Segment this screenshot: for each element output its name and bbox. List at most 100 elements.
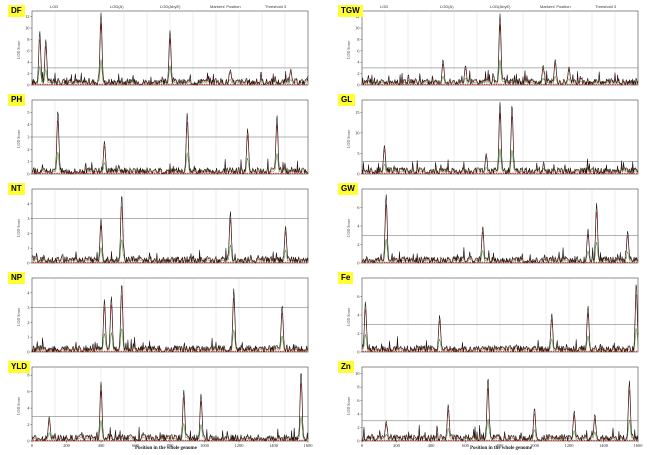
y-tick-label: 6: [357, 398, 360, 403]
chart-panel-gl: 0 5 10 15 LOD Score GL: [338, 92, 640, 179]
trait-label: TGW: [338, 5, 363, 17]
chart-svg: 0 1 2 3 4: [27, 277, 309, 355]
legend-item: LOD(A): [440, 4, 454, 9]
x-tick-label: 200: [393, 443, 401, 448]
legend-item: Markers' Position: [210, 4, 241, 9]
chart-panel-yld: 0 2 4 6 8 0 200 400 600 800 1000 1200 1400 1600 LOD Sc…: [8, 359, 313, 448]
y-tick-label: 0: [357, 83, 360, 88]
y-tick-label: 4: [27, 201, 30, 206]
y-axis-title: LOD Score: [346, 218, 351, 237]
chart-panel-fe: 0 2 4 6 LOD Score Fe: [338, 270, 640, 357]
y-tick-label: 6: [27, 48, 30, 53]
chart-svg: 0 2 4 6: [357, 188, 639, 266]
x-tick-label: 1400: [269, 443, 279, 448]
y-axis-title: LOD Score: [16, 218, 21, 237]
trait-label: GL: [338, 94, 356, 106]
trait-label: GW: [338, 183, 358, 195]
chart-panel-zn: 0 2 4 6 8 10 0 200 400 600 800 1000 1200 1400 1600 LOD …: [338, 359, 643, 448]
legend-item: LOD(AbyE): [490, 4, 511, 9]
chart-svg: 0 1 2 3 4: [27, 188, 309, 266]
series-lod: [361, 284, 639, 353]
x-tick-label: 1000: [200, 443, 210, 448]
legend-item: Threshold 3: [595, 4, 617, 9]
x-tick-label: 400: [98, 443, 106, 448]
x-tick-label: 600: [462, 443, 470, 448]
chart-panel-ph: 0 1 2 3 4 5 LOD Score PH: [8, 92, 310, 179]
series-lod-abye: [31, 59, 309, 86]
y-tick-label: 2: [27, 71, 29, 76]
trait-label: NP: [8, 272, 26, 284]
y-axis-title: LOD Score: [16, 307, 21, 326]
y-tick-label: 1: [27, 246, 29, 251]
chart-svg: 0 2 4 6 8 10 0 200 400 600 800 1000 1200 1400 1600: [355, 366, 643, 448]
y-tick-label: 4: [27, 122, 30, 127]
y-tick-label: 15: [355, 110, 360, 115]
series-lod: [361, 102, 639, 175]
chart-panel-gw: 0 2 4 6 LOD Score GW: [338, 181, 640, 268]
y-axis-title: LOD Score: [16, 129, 21, 148]
series-lod: [31, 12, 309, 86]
y-tick-label: 2: [27, 231, 29, 236]
trait-label: YLD: [8, 361, 30, 373]
chart-svg: 0 2 4 6: [357, 277, 639, 355]
y-tick-label: 1: [27, 159, 29, 164]
y-tick-label: 10: [355, 26, 360, 31]
y-tick-label: 10: [355, 371, 360, 376]
x-tick-label: 1200: [235, 443, 245, 448]
y-tick-label: 4: [357, 412, 360, 417]
y-axis-title: LOD Score: [346, 396, 351, 415]
y-tick-label: 2: [357, 71, 359, 76]
y-tick-label: 6: [357, 294, 360, 299]
trait-label: DF: [8, 5, 25, 17]
y-tick-label: 3: [27, 216, 30, 221]
chart-panel-np: 0 1 2 3 4 LOD Score NP: [8, 270, 310, 357]
y-tick-label: 4: [357, 313, 360, 318]
y-tick-label: 2: [27, 147, 29, 152]
y-tick-label: 0: [27, 261, 30, 266]
legend-item: Threshold 3: [265, 4, 287, 9]
y-tick-label: 6: [27, 389, 30, 394]
y-tick-label: 0: [357, 172, 360, 177]
y-axis-title: LOD Score: [16, 40, 21, 59]
legend-item: LOD: [380, 4, 389, 9]
y-tick-label: 12: [25, 14, 30, 19]
legend-item: Markers' Position: [540, 4, 571, 9]
y-tick-label: 2: [357, 242, 359, 247]
y-axis-title: LOD Score: [346, 307, 351, 326]
chart-panel-df: 0 2 4 6 8 10 12 LOD LOD(A) LOD(AbyE) Markers' Posi…: [8, 3, 310, 90]
x-tick-label: 1000: [530, 443, 540, 448]
chart-panel-nt: 0 1 2 3 4 LOD Score NT: [8, 181, 310, 268]
y-tick-label: 2: [27, 320, 29, 325]
legend-item: LOD: [50, 4, 59, 9]
series-lod: [361, 13, 639, 86]
y-tick-label: 8: [357, 37, 360, 42]
x-tick-label: 200: [63, 443, 71, 448]
y-tick-label: 0: [27, 350, 30, 355]
y-tick-label: 2: [27, 422, 29, 427]
y-tick-label: 3: [27, 305, 30, 310]
y-tick-label: 2: [357, 331, 359, 336]
series-lod: [31, 111, 309, 175]
y-tick-label: 4: [357, 224, 360, 229]
legend: LOD LOD(A) LOD(AbyE) Markers' Position Thres…: [10, 3, 310, 11]
y-tick-label: 4: [27, 406, 30, 411]
legend-item: LOD(A): [110, 4, 124, 9]
y-tick-label: 0: [357, 350, 360, 355]
y-tick-label: 4: [357, 60, 360, 65]
chart-svg: 0 2 4 6 8 0 200 400 600 800 1000 1200 1400 1600: [27, 366, 313, 448]
y-tick-label: 4: [27, 290, 30, 295]
legend-item: LOD(AbyE): [160, 4, 181, 9]
y-tick-label: 8: [357, 385, 360, 390]
x-tick-label: 800: [167, 443, 175, 448]
y-tick-label: 4: [27, 60, 30, 65]
legend: LOD LOD(A) LOD(AbyE) Markers' Position Thres…: [340, 3, 640, 11]
x-tick-label: 0: [361, 443, 364, 448]
y-tick-label: 0: [357, 261, 360, 266]
y-axis-title: LOD Score: [346, 40, 351, 59]
x-axis-title-right: Position in the whole genome: [470, 446, 532, 451]
x-tick-label: 1600: [634, 443, 644, 448]
y-tick-label: 6: [357, 205, 360, 210]
trait-label: Zn: [338, 361, 354, 373]
y-axis-title: LOD Score: [16, 396, 21, 415]
